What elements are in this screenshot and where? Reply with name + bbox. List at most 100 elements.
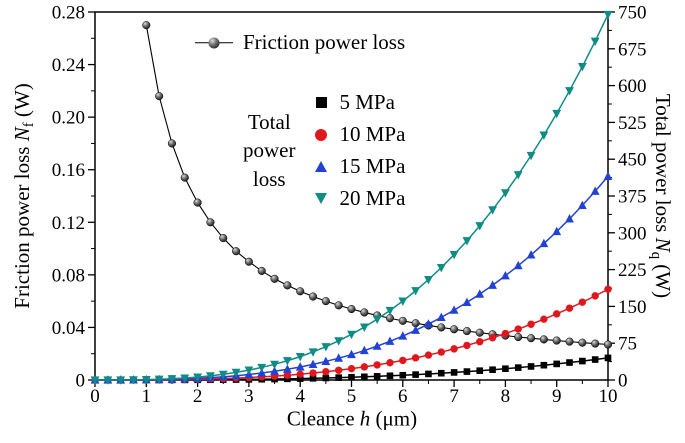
y-right-tick-label: 525 [618,113,647,134]
marker-triangle-up [462,297,472,307]
marker-circle [411,354,420,362]
marker-triangle-down [436,263,446,273]
marker-triangle-down [385,306,395,316]
marker-triangle-up [372,341,382,350]
marker-triangle-down [141,376,151,385]
marker-square [604,354,612,362]
circle-icon [313,128,329,141]
marker-square [361,373,368,381]
marker-triangle-down [244,366,254,375]
right-axis-title-text: Total power loss [650,93,675,238]
marker-triangle-down [552,109,562,119]
marker-triangle-up [398,331,408,340]
marker-triangle-down [372,315,382,324]
y-left-tick-label: 0.24 [52,55,86,76]
marker-triangle-up [308,359,318,368]
marker-ball [527,334,536,343]
marker-triangle-down [347,330,356,340]
marker-triangle-up [424,319,433,328]
marker-triangle-up [270,366,279,375]
marker-triangle-down [501,189,510,198]
marker-circle [488,334,497,342]
marker-circle [578,298,587,306]
marker-triangle-up [475,289,485,298]
x-tick-label: 10 [599,386,618,407]
y-left-tick-label: 0.12 [52,213,85,234]
marker-triangle-down [565,87,574,96]
marker-triangle-down [129,376,138,385]
marker-triangle-down [270,360,279,370]
marker-circle [347,364,356,373]
right-axis-variable: N [650,237,675,252]
marker-triangle-down [167,375,177,384]
marker-square [437,369,445,377]
ball-marker-icon [208,37,220,48]
marker-circle [527,320,535,328]
marker-circle [386,359,394,367]
marker-triangle-down [334,337,344,346]
marker-ball [232,247,241,256]
marker-triangle-down [295,353,305,362]
legend-friction: Friction power loss [195,30,405,55]
marker-triangle-up [347,349,356,359]
marker-square [476,367,484,374]
left-axis-subscript: f [20,122,37,128]
marker-circle [463,341,471,350]
marker-ball [539,335,548,344]
marker-triangle-down [526,151,536,161]
left-axis: 0 0.04 0.08 0.12 0.16 0.20 0.24 0.28 [52,3,95,392]
marker-triangle-up [385,336,395,345]
marker-triangle-up [526,250,536,259]
marker-triangle-down [193,373,202,382]
triangle-down-icon [313,193,329,204]
x-tick-label: 7 [449,386,459,407]
marker-triangle-down [154,375,164,385]
marker-triangle-down [539,131,549,140]
marker-circle [334,366,343,374]
left-axis-variable: N [10,127,35,142]
marker-square [553,360,560,368]
marker-triangle-up [577,200,587,210]
left-axis-title: Friction power loss Nf (W) [10,83,38,308]
y-left-tick-label: 0.16 [52,160,85,181]
marker-triangle-up [436,312,446,321]
marker-square [348,373,355,381]
marker-square [527,363,535,370]
marker-triangle-up [334,353,344,362]
marker-triangle-down [462,237,472,246]
marker-ball [219,234,228,243]
marker-triangle-down [603,10,613,20]
marker-circle [476,338,484,346]
marker-triangle-down [577,62,587,72]
marker-square [540,361,548,369]
x-axis: 0 1 2 3 4 5 6 7 8 9 10 [90,380,618,407]
marker-ball [180,173,189,182]
right-axis-title: Total power loss Nq (W) [647,94,675,298]
legend-entry: 10 MPa [313,122,405,147]
marker-square [296,375,304,382]
marker-triangle-up [603,171,613,180]
marker-ball [270,274,279,283]
marker-circle [360,363,369,371]
marker-triangle-up [501,270,510,280]
right-axis: 0 75 150 225 300 375 450 525 600 675 750 [608,3,647,392]
marker-square [322,374,330,382]
marker-circle [501,329,510,338]
marker-circle [296,370,304,378]
marker-ball [591,339,600,348]
marker-ball [334,301,343,310]
marker-triangle-up [513,260,523,270]
marker-triangle-down [231,368,241,378]
marker-square [373,373,381,380]
y-right-tick-label: 450 [618,150,647,171]
marker-triangle-down [398,297,408,306]
marker-ball [475,328,484,337]
marker-square [502,365,509,372]
marker-triangle-down [321,343,331,352]
x-tick-label: 4 [295,386,305,407]
marker-triangle-down [218,370,228,380]
marker-circle [514,325,522,333]
x-axis-title: Cleance h (μm) [287,407,417,432]
